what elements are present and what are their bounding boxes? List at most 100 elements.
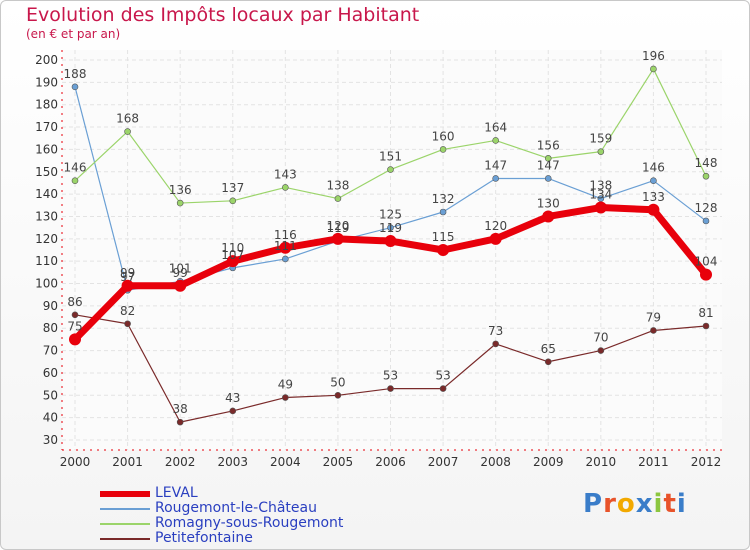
logo-letter: t [663,489,677,519]
data-label: 160 [432,129,455,143]
data-point [229,197,237,205]
data-point [439,208,447,216]
data-point [334,391,342,399]
data-label: 128 [695,201,718,215]
data-point [437,244,450,256]
legend-item-leval: LEVAL [100,485,400,502]
data-point [331,232,344,245]
data-point [650,327,657,334]
data-label: 196 [642,49,665,63]
data-point [650,65,657,73]
x-tick-label: 2001 [112,455,143,469]
x-tick-label: 2012 [691,455,722,469]
proxiti-logo: Proxiti [583,489,687,519]
data-label: 133 [642,190,665,204]
data-point [279,241,292,254]
y-tick-label: 110 [35,254,58,268]
data-point [597,148,605,155]
y-tick-label: 120 [35,232,58,246]
data-point [71,83,79,91]
data-point [121,279,134,292]
data-label: 110 [221,241,244,255]
data-point [702,322,710,330]
data-label: 104 [695,255,718,269]
logo-letter: r [603,489,617,519]
data-label: 137 [221,181,244,195]
data-point [597,347,605,354]
data-point [174,279,187,292]
logo-letter: x [635,489,654,519]
legend-swatch-leval [100,491,150,497]
data-point [492,340,499,348]
data-label: 111 [274,239,297,253]
y-tick-label: 70 [43,344,58,358]
logo-letter: o [616,489,636,519]
x-tick-label: 2008 [480,455,511,469]
y-tick-label: 40 [43,411,58,425]
x-tick-label: 2005 [323,455,354,469]
legend-item-petitefontaine: Petitefontaine [100,530,400,547]
data-label: 146 [642,161,665,175]
data-label: 82 [120,304,135,318]
data-label: 143 [274,167,297,181]
data-label: 101 [169,261,192,275]
data-label: 115 [432,230,455,244]
data-label: 148 [695,156,718,170]
chart-title: Evolution des Impôts locaux par Habitant [26,4,420,26]
data-label: 43 [225,391,240,405]
data-label: 53 [435,369,450,383]
x-tick-label: 2011 [638,455,669,469]
data-point [489,232,502,245]
legend-item-rougemont: Rougemont-le-Château [100,500,400,517]
logo-letter: P [583,489,604,519]
data-point [282,184,289,191]
data-label: 132 [432,192,455,206]
data-point [282,394,289,401]
y-tick-label: 130 [35,209,58,223]
chart-subtitle: (en € et par an) [26,27,121,41]
legend-swatch-rougemont [100,508,150,510]
data-point [176,418,184,426]
data-label: 136 [169,183,192,197]
data-point [334,195,342,202]
data-label: 73 [488,324,503,338]
data-label: 38 [173,402,188,416]
data-label: 70 [593,331,608,345]
legend-label-petitefontaine: Petitefontaine [155,530,253,546]
data-label: 116 [274,228,297,242]
legend-label-romagny: Romagny-sous-Rougemont [155,515,344,531]
data-label: 65 [541,342,556,356]
data-point [544,175,552,182]
data-label: 125 [379,208,402,222]
data-label: 97 [120,270,135,284]
data-point [69,333,81,346]
y-tick-label: 160 [35,142,58,156]
x-tick-label: 2010 [586,455,617,469]
data-point [124,128,131,135]
y-tick-label: 190 [35,75,58,89]
data-point [387,385,394,392]
x-tick-label: 2002 [165,455,196,469]
data-label: 99 [120,266,135,280]
data-point [542,210,555,223]
y-tick-label: 30 [43,433,58,447]
data-point [387,224,394,231]
data-label: 164 [484,120,507,134]
legend-item-romagny: Romagny-sous-Rougemont [100,515,400,532]
data-label: 120 [326,219,349,233]
x-tick-label: 2007 [428,455,459,469]
data-label: 75 [67,319,82,333]
data-label: 146 [64,161,87,175]
x-tick-label: 2000 [60,455,91,469]
legend-label-rougemont: Rougemont-le-Château [155,500,317,516]
legend-swatch-romagny [100,523,150,525]
logo-letter: i [676,489,687,519]
data-label: 159 [589,132,612,146]
data-point [702,217,710,225]
data-label: 119 [326,221,349,235]
plot-area [62,50,722,450]
data-label: 86 [67,295,82,309]
data-label: 138 [589,179,612,193]
data-point [594,201,607,214]
y-tick-label: 60 [43,366,58,380]
